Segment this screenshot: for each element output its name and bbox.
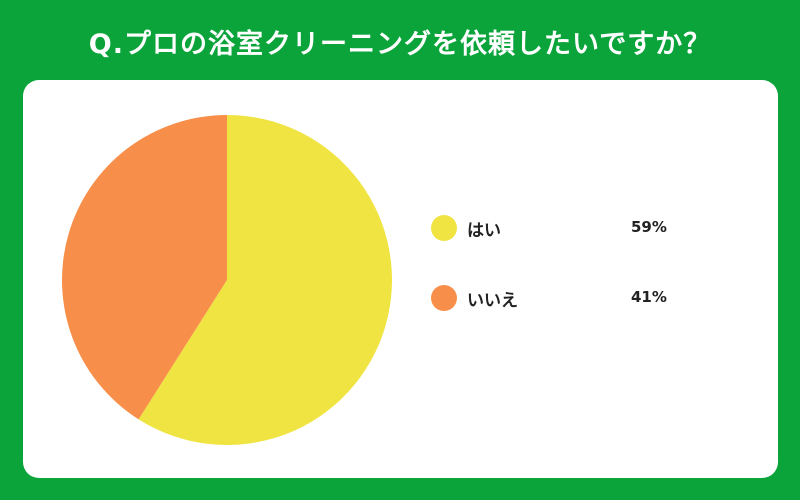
pie-slice-no: [61, 115, 227, 420]
pie-slice-yes: [138, 115, 393, 445]
legend-label-no: いいえ: [467, 291, 518, 311]
legend-item-no: いいえ 41%: [431, 282, 751, 352]
legend-value-no: 41%: [631, 288, 667, 306]
chart-title: Q.プロの浴室クリーニングを依頼したいですか？: [88, 29, 712, 60]
legend-value-yes: 59%: [631, 218, 667, 236]
legend-swatch-yes: [431, 215, 457, 241]
chart-card: はい 59% いいえ 41%: [23, 80, 778, 478]
pie-chart: [61, 115, 393, 445]
legend-swatch-no: [431, 285, 457, 311]
legend: はい 59% いいえ 41%: [431, 212, 751, 352]
legend-item-yes: はい 59%: [431, 212, 751, 282]
legend-label-yes: はい: [467, 221, 501, 241]
